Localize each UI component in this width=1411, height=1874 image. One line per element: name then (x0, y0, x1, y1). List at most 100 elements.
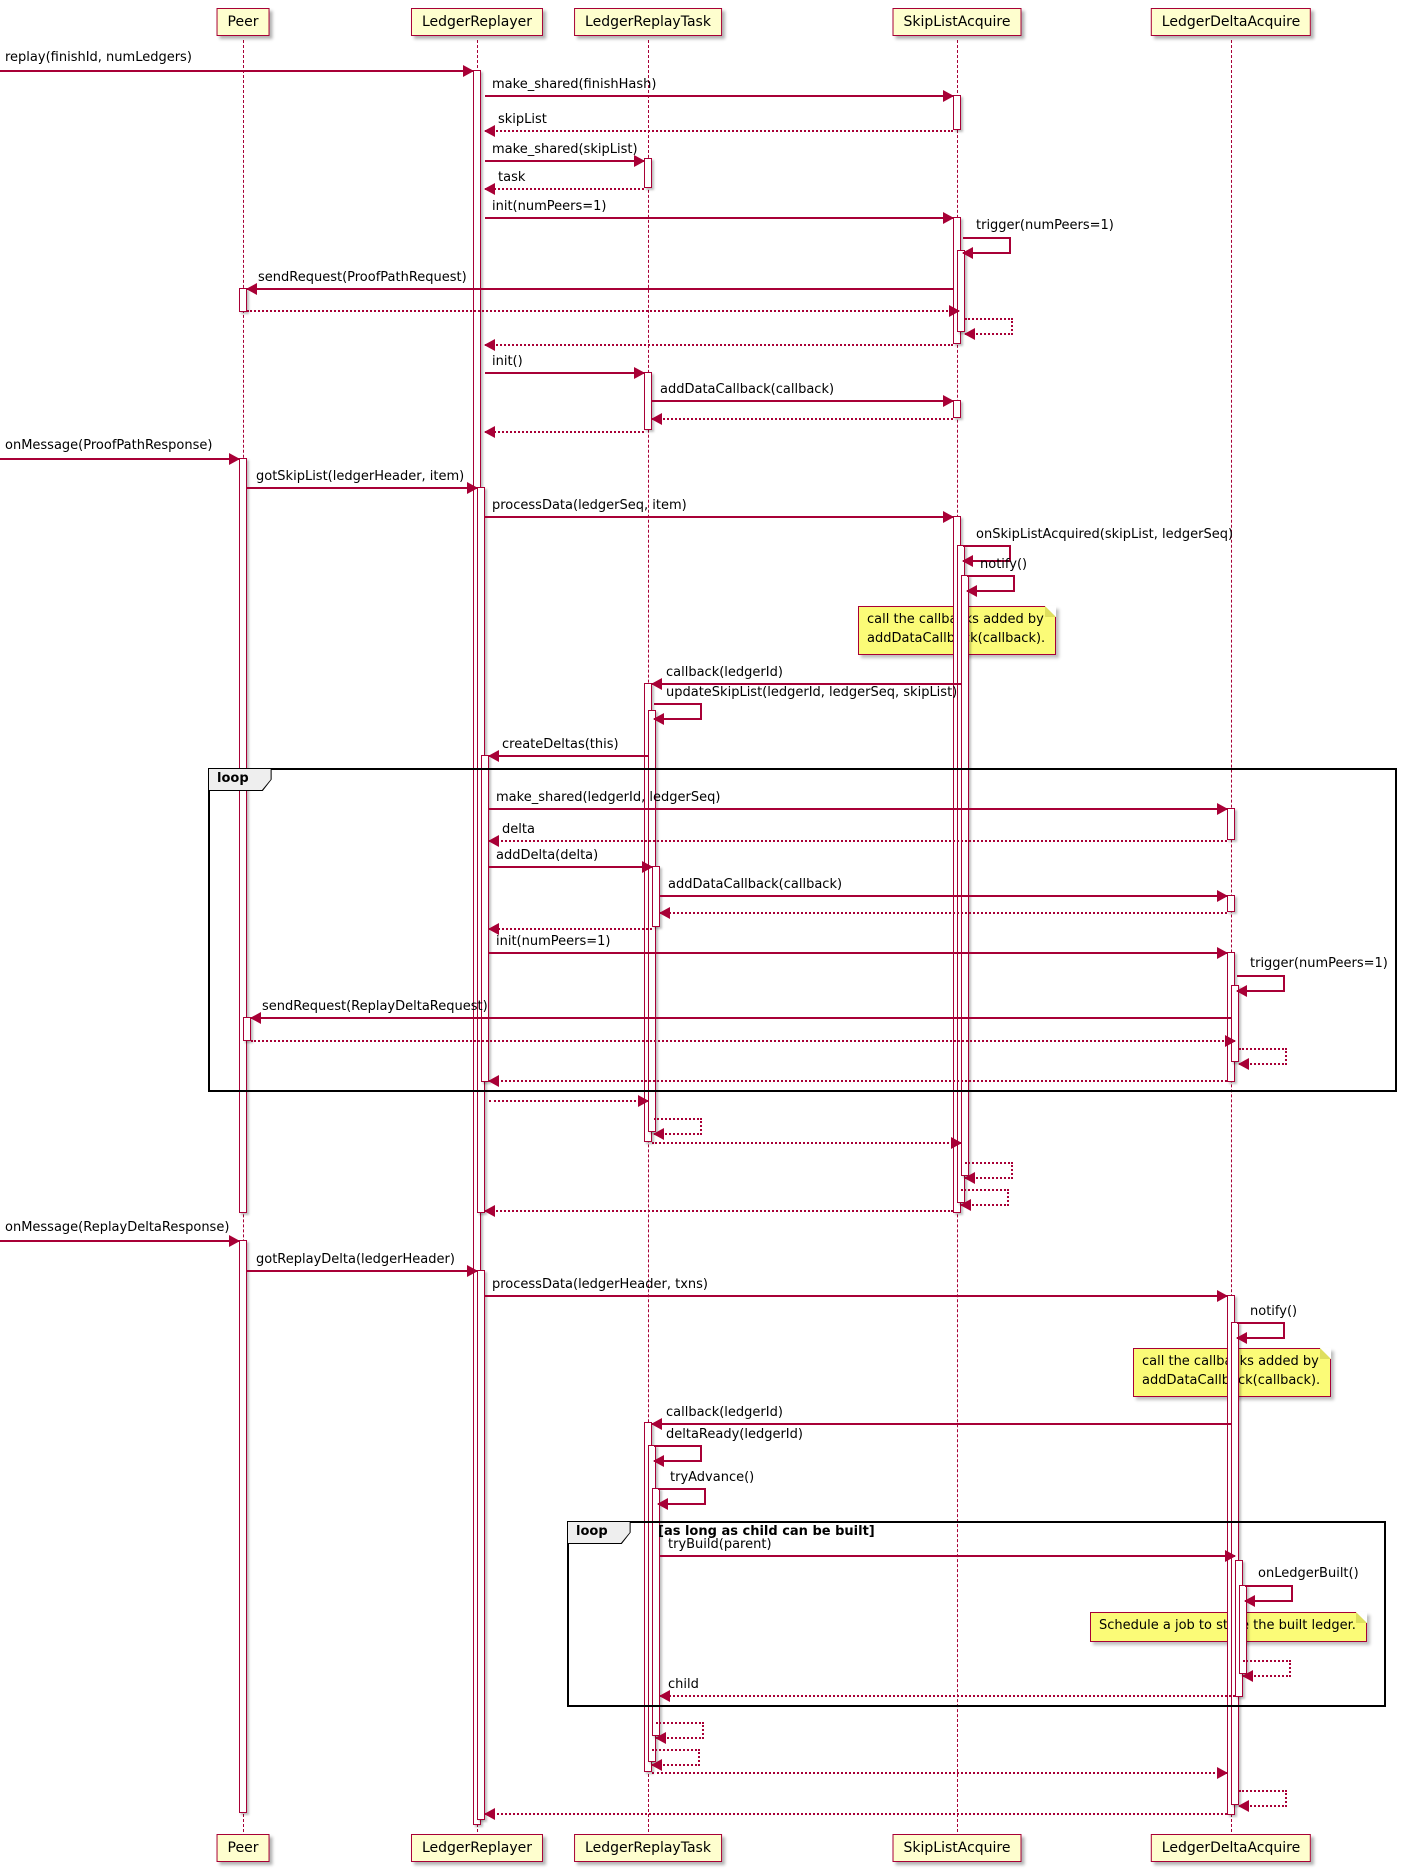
return-arrow (659, 907, 1227, 919)
return-arrow (484, 1808, 1227, 1820)
return-arrow (488, 923, 652, 935)
arrowhead-icon (488, 750, 499, 762)
message-arrow-replay (0, 65, 474, 77)
arrowhead-icon (964, 1172, 975, 1184)
message-label: callback(ledgerId) (666, 665, 783, 680)
arrowhead-icon (634, 155, 645, 167)
message-arrow-onmessage-replaydelta (0, 1235, 240, 1247)
arrowhead-icon (1217, 1767, 1228, 1779)
arrowhead-icon (657, 1498, 668, 1510)
arrowhead-icon (659, 1690, 670, 1702)
message-label: notify() (980, 557, 1028, 572)
message-label: updateSkipList(ledgerId, ledgerSeq, skip… (666, 685, 958, 700)
arrowhead-icon (634, 367, 645, 379)
arrowhead-icon (642, 861, 653, 873)
message-arrow (488, 750, 648, 762)
message-label: tryAdvance() (670, 1470, 755, 1485)
message-arrow (489, 861, 653, 873)
return-arrow (484, 183, 644, 195)
activation-bar (644, 372, 652, 430)
self-call-tryadvance (657, 1488, 706, 1510)
activation-bar (239, 458, 247, 1213)
message-arrow (246, 283, 953, 295)
self-call-deltaready (653, 1445, 702, 1467)
arrowhead-icon (962, 247, 973, 259)
message-arrow (485, 155, 645, 167)
message-label: gotSkipList(ledgerHeader, item) (256, 469, 465, 484)
arrowhead-icon (484, 426, 495, 438)
note-fold-icon (1355, 1612, 1367, 1623)
activation-bar (961, 575, 969, 1176)
participant-box-ledger-replay-task: LedgerReplayTask (574, 8, 722, 36)
participant-box-skip-list-acquire: SkipListAcquire (892, 8, 1022, 36)
self-return (960, 1189, 1009, 1211)
return-arrow (652, 1137, 962, 1149)
return-label: skipList (498, 112, 547, 127)
arrowhead-icon (1225, 1550, 1236, 1562)
return-arrow (484, 426, 644, 438)
arrowhead-icon (484, 339, 495, 351)
participant-box-ledger-replay-task: LedgerReplayTask (574, 1834, 722, 1862)
activation-bar (953, 95, 961, 130)
arrowhead-icon (651, 413, 662, 425)
arrowhead-icon (484, 125, 495, 137)
arrowhead-icon (949, 305, 960, 317)
activation-bar (1227, 808, 1235, 840)
arrowhead-icon (1242, 1670, 1253, 1682)
message-label: processData(ledgerHeader, txns) (492, 1277, 708, 1292)
return-arrow (484, 125, 953, 137)
loop-frame-label: loop (568, 1522, 630, 1543)
message-label: sendRequest(ProofPathRequest) (258, 270, 467, 285)
message-arrow (485, 212, 954, 224)
message-label: make_shared(finishHash) (492, 77, 657, 92)
message-arrow (247, 482, 478, 494)
return-label: task (498, 170, 526, 185)
participant-box-skip-list-acquire: SkipListAcquire (892, 1834, 1022, 1862)
arrowhead-icon (488, 1075, 499, 1087)
arrowhead-icon (229, 453, 240, 465)
message-arrow (660, 1550, 1236, 1562)
arrowhead-icon (651, 1759, 662, 1771)
self-return (655, 1722, 704, 1744)
message-arrow (489, 947, 1228, 959)
activation-bar (1227, 895, 1235, 912)
arrowhead-icon (1225, 1035, 1236, 1047)
activation-bar (953, 400, 961, 418)
message-arrow (485, 90, 954, 102)
self-call-trigger (1236, 975, 1285, 997)
return-arrow (659, 1690, 1235, 1702)
arrowhead-icon (653, 713, 664, 725)
return-arrow (247, 305, 960, 317)
participant-box-ledger-replayer: LedgerReplayer (410, 1834, 544, 1862)
arrowhead-icon (484, 1205, 495, 1217)
arrowhead-icon (488, 835, 499, 847)
message-arrow (489, 803, 1228, 815)
arrowhead-icon (1244, 1595, 1255, 1607)
activation-bar (243, 1017, 251, 1041)
arrowhead-icon (655, 1732, 666, 1744)
participant-box-ledger-delta-acquire: LedgerDeltaAcquire (1150, 8, 1312, 36)
arrowhead-icon (467, 1265, 478, 1277)
arrowhead-icon (962, 555, 973, 567)
participant-box-ledger-delta-acquire: LedgerDeltaAcquire (1150, 1834, 1312, 1862)
return-arrow (651, 413, 953, 425)
self-return (964, 318, 1013, 340)
self-call-notify (966, 575, 1015, 597)
arrowhead-icon (966, 585, 977, 597)
return-arrow (488, 835, 1227, 847)
arrowhead-icon (1236, 985, 1247, 997)
lifeline-ledger-delta-acquire (1231, 40, 1232, 1832)
message-arrow (651, 678, 961, 690)
message-label: trigger(numPeers=1) (976, 218, 1114, 233)
message-label: init() (492, 354, 523, 369)
arrowhead-icon (951, 1137, 962, 1149)
activation-bar (239, 1240, 247, 1813)
self-return (1238, 1790, 1287, 1812)
message-label: tryBuild(parent) (668, 1537, 772, 1552)
activation-bar (644, 158, 652, 188)
arrowhead-icon (467, 482, 478, 494)
message-arrow (652, 395, 954, 407)
activation-bar (1231, 985, 1239, 1062)
arrowhead-icon (638, 1095, 649, 1107)
arrowhead-icon (488, 923, 499, 935)
